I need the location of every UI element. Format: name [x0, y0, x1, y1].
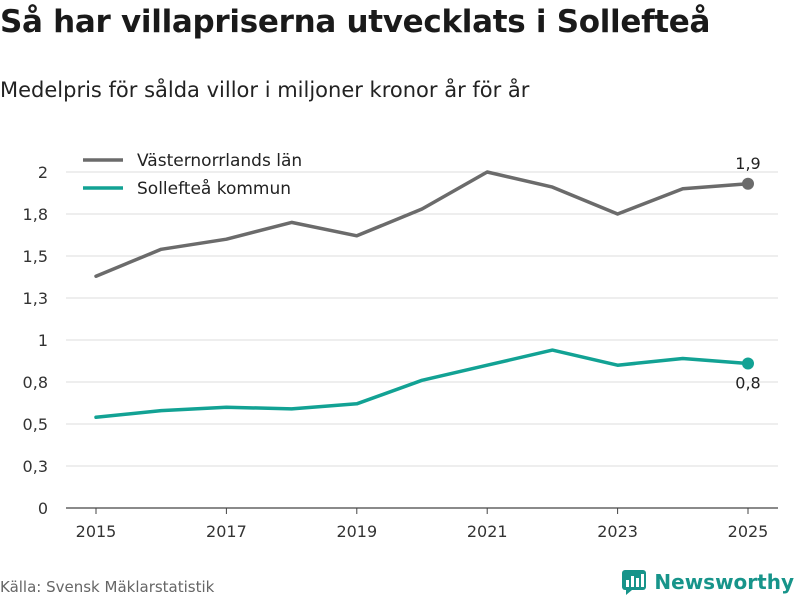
x-tick-label: 2023 — [597, 522, 638, 541]
y-tick-label: 2 — [38, 163, 48, 182]
brand-name: Newsworthy — [654, 570, 794, 594]
series-end-label-2: 0,8 — [735, 374, 760, 393]
x-tick-label: 2021 — [467, 522, 508, 541]
y-tick-label: 1 — [38, 331, 48, 350]
legend: Västernorrlands län Sollefteå kommun — [83, 151, 302, 199]
y-tick-label: 1,8 — [23, 205, 48, 224]
series-lines: 1,9 0,8 — [94, 154, 761, 420]
chart-title: Så har villapriserna utvecklats i Sollef… — [0, 4, 711, 40]
series-end-marker-1 — [742, 177, 754, 190]
source-note: Källa: Svensk Mäklarstatistik — [0, 578, 215, 596]
y-tick-label: 1,5 — [23, 247, 48, 266]
x-tick-label: 2015 — [76, 522, 117, 541]
legend-label-2: Sollefteå kommun — [137, 178, 291, 199]
y-tick-label: 0,3 — [23, 457, 48, 476]
y-tick-label: 0,8 — [23, 373, 48, 392]
series-line-1 — [94, 170, 750, 278]
legend-label-1: Västernorrlands län — [137, 151, 302, 171]
y-tick-label: 1,3 — [23, 289, 48, 308]
y-axis-tick-labels: 0 0,3 0,5 0,8 1 1,3 1,5 1,8 2 — [23, 163, 48, 518]
y-tick-label: 0 — [38, 499, 48, 518]
y-tick-label: 0,5 — [23, 415, 48, 434]
series-end-marker-2 — [742, 357, 754, 370]
series-line-2 — [94, 348, 750, 420]
series-end-label-1: 1,9 — [735, 154, 760, 173]
bar-chart-logo-icon — [622, 570, 647, 595]
x-tick-label: 2019 — [336, 522, 377, 541]
x-tick-label: 2017 — [206, 522, 247, 541]
chart-subtitle: Medelpris för sålda villor i miljoner kr… — [0, 78, 530, 102]
gridlines — [66, 171, 778, 514]
x-tick-label: 2025 — [728, 522, 769, 541]
brand-logo: Newsworthy — [621, 569, 794, 595]
x-axis-tick-labels: 2015 2017 2019 2021 2023 2025 — [76, 522, 769, 541]
